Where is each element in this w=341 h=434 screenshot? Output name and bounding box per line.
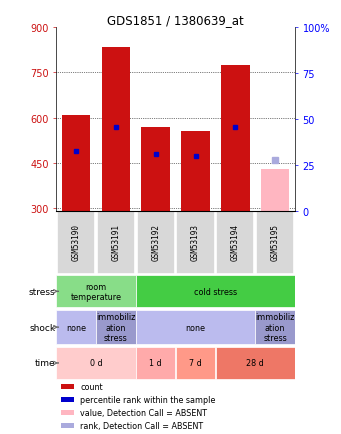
Bar	[142, 128, 170, 211]
Text: none: none	[66, 323, 86, 332]
Text: 0 d: 0 d	[90, 358, 102, 368]
Text: 1 d: 1 d	[149, 358, 162, 368]
Text: GSM53193: GSM53193	[191, 223, 200, 260]
Bar	[256, 211, 294, 274]
Bar	[61, 423, 74, 428]
Bar	[221, 66, 250, 211]
Bar	[57, 347, 136, 379]
Bar	[136, 310, 255, 345]
Text: none: none	[186, 323, 206, 332]
Text: room
temperature: room temperature	[71, 282, 121, 301]
Bar	[57, 211, 95, 274]
Text: GSM53191: GSM53191	[112, 223, 120, 260]
Bar	[176, 347, 215, 379]
Title: GDS1851 / 1380639_at: GDS1851 / 1380639_at	[107, 14, 244, 27]
Text: 28 d: 28 d	[246, 358, 264, 368]
Text: GSM53194: GSM53194	[231, 223, 240, 260]
Bar	[62, 115, 90, 211]
Bar	[176, 211, 214, 274]
Text: count: count	[80, 382, 103, 391]
Bar	[136, 276, 295, 307]
Text: percentile rank within the sample: percentile rank within the sample	[80, 395, 216, 404]
Bar	[57, 310, 96, 345]
Bar	[61, 397, 74, 402]
Text: cold stress: cold stress	[194, 287, 237, 296]
Bar	[181, 132, 210, 211]
Text: GSM53195: GSM53195	[270, 223, 280, 260]
Bar	[97, 211, 135, 274]
Text: time: time	[35, 358, 56, 368]
Bar	[255, 310, 295, 345]
Text: stress: stress	[29, 287, 56, 296]
Text: immobiliz
ation
stress: immobiliz ation stress	[255, 312, 295, 342]
Text: 7 d: 7 d	[189, 358, 202, 368]
Bar	[137, 211, 175, 274]
Bar	[216, 347, 295, 379]
Bar	[61, 384, 74, 389]
Bar	[261, 169, 290, 211]
Text: GSM53190: GSM53190	[72, 223, 81, 260]
Bar	[102, 48, 130, 211]
Bar	[61, 410, 74, 415]
Bar	[57, 276, 136, 307]
Text: value, Detection Call = ABSENT: value, Detection Call = ABSENT	[80, 408, 207, 417]
Text: rank, Detection Call = ABSENT: rank, Detection Call = ABSENT	[80, 421, 203, 430]
Text: immobiliz
ation
stress: immobiliz ation stress	[96, 312, 136, 342]
Text: GSM53192: GSM53192	[151, 223, 160, 260]
Bar	[136, 347, 175, 379]
Bar	[96, 310, 136, 345]
Text: shock: shock	[29, 323, 56, 332]
Bar	[216, 211, 254, 274]
